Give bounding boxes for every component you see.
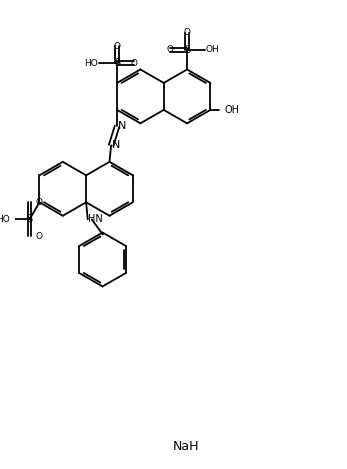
Text: NaH: NaH <box>173 440 200 453</box>
Text: HO: HO <box>85 59 98 68</box>
Text: N: N <box>112 140 120 151</box>
Text: OH: OH <box>224 105 239 115</box>
Text: O: O <box>184 28 191 37</box>
Text: O: O <box>35 232 42 241</box>
Text: S: S <box>26 214 33 224</box>
Text: O: O <box>130 59 138 68</box>
Text: O: O <box>35 198 42 207</box>
Text: O: O <box>113 42 120 51</box>
Text: HN: HN <box>88 214 102 224</box>
Text: N: N <box>118 121 126 131</box>
Text: OH: OH <box>206 45 220 54</box>
Text: O: O <box>167 45 174 54</box>
Text: HO: HO <box>0 215 10 224</box>
Text: S: S <box>184 45 190 55</box>
Text: S: S <box>114 58 120 68</box>
